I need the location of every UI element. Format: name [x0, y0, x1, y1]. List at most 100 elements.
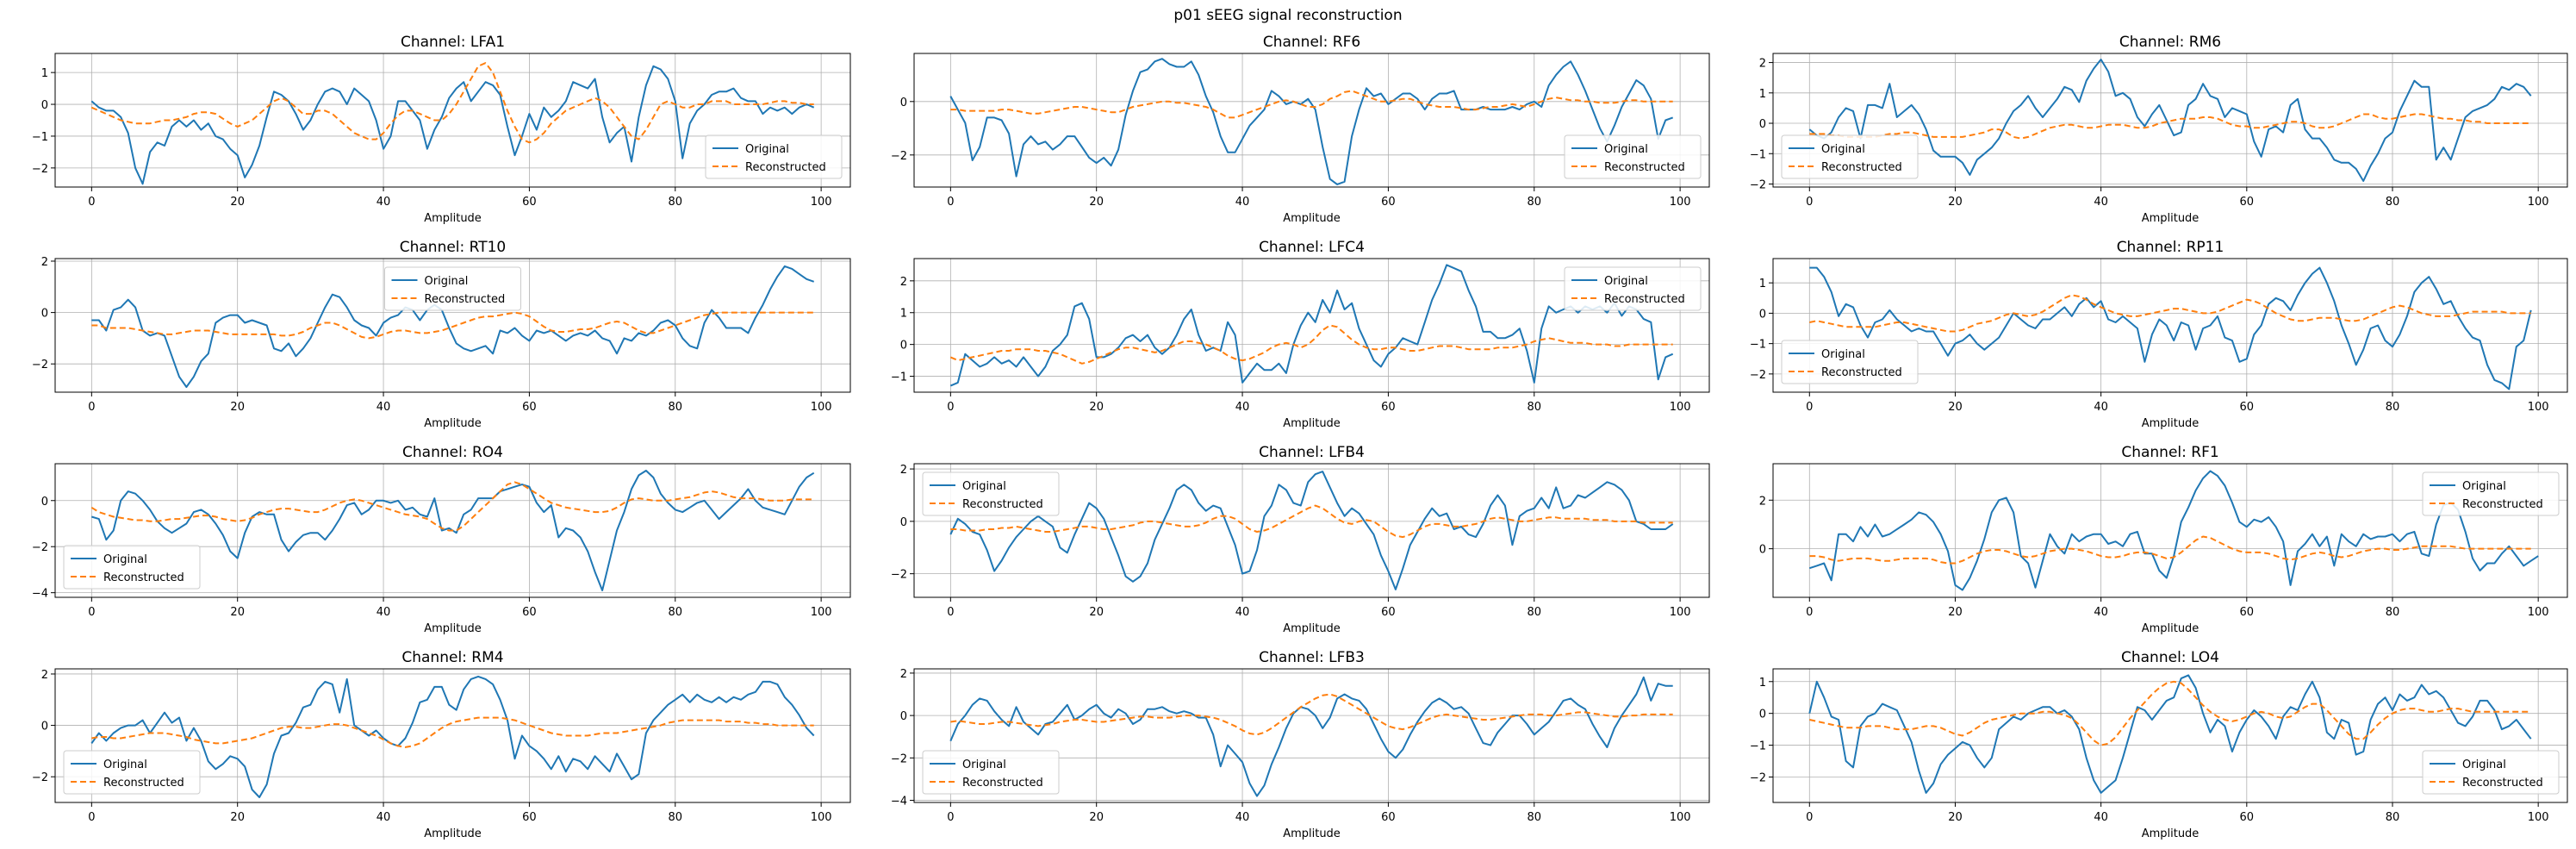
y-tick-label: 0 — [41, 99, 48, 112]
series-group — [90, 675, 815, 798]
x-tick-label: 40 — [376, 401, 391, 414]
reconstructed-series-line — [949, 324, 1673, 365]
x-tick-label: 40 — [2094, 196, 2108, 209]
x-tick-label: 0 — [1806, 196, 1813, 209]
plot-frame — [1772, 258, 2568, 393]
legend-box — [384, 266, 521, 311]
legend-label: Original — [745, 143, 789, 156]
original-series-line — [1809, 266, 2532, 390]
y-tick-label: 1 — [1759, 88, 1766, 101]
legend: Original Reconstructed — [63, 750, 201, 795]
x-tick-label: 40 — [1235, 606, 1250, 619]
x-tick-label: 20 — [1089, 401, 1104, 414]
x-tick-label: 100 — [2528, 196, 2549, 209]
legend-box — [63, 545, 201, 590]
subplot-5: Channel: RP11 0 20 40 60 80 100 −2 −1 0 1 Amplitude… — [1750, 239, 2568, 430]
subplot-11: Channel: LO4 0 20 40 60 80 100 −2 −1 0 1 Amplitude O… — [1750, 649, 2568, 840]
x-tick-label: 60 — [522, 196, 537, 209]
legend: Original Reconstructed — [1781, 340, 1919, 384]
y-tick-label: 2 — [41, 256, 48, 269]
y-tick-label: 0 — [900, 710, 907, 723]
y-tick-label: 0 — [1759, 308, 1766, 321]
y-tick-label: 0 — [1759, 544, 1766, 557]
x-tick-label: 20 — [1948, 401, 1963, 414]
subplot-title: Channel: RM6 — [2119, 34, 2221, 51]
x-tick-label: 0 — [88, 811, 95, 824]
original-series-line — [1808, 470, 2539, 591]
y-tick-label: −1 — [1750, 148, 1766, 161]
y-tick-label: −2 — [891, 569, 907, 582]
y-tick-label: 2 — [900, 276, 907, 289]
legend: Original Reconstructed — [2422, 750, 2560, 795]
plot-frame — [1772, 668, 2568, 803]
y-tick-label: −2 — [32, 771, 48, 784]
y-tick-label: −2 — [891, 150, 907, 163]
y-tick-label: 0 — [900, 516, 907, 529]
legend-label: Original — [103, 553, 147, 566]
series-group — [1808, 59, 2532, 182]
x-tick-label: 100 — [811, 606, 832, 619]
x-axis-label: Amplitude — [424, 212, 482, 225]
legend-label: Reconstructed — [2462, 498, 2543, 511]
x-axis-label: Amplitude — [1283, 622, 1341, 635]
subplot-title: Channel: RT10 — [400, 239, 507, 256]
subplot-4: Channel: LFC4 0 20 40 60 80 100 −1 0 1 2 Amplitude O… — [891, 239, 1710, 430]
x-tick-label: 40 — [376, 606, 391, 619]
x-tick-label: 40 — [2094, 811, 2108, 824]
x-tick-label: 0 — [1806, 401, 1813, 414]
x-tick-label: 20 — [230, 196, 245, 209]
x-axis-label: Amplitude — [424, 417, 482, 430]
legend: Original Reconstructed — [705, 134, 843, 179]
x-tick-label: 100 — [1670, 811, 1691, 824]
reconstructed-series-line — [1809, 113, 2531, 140]
subplot-title: Channel: RF1 — [2121, 444, 2218, 461]
x-axis-label: Amplitude — [2142, 212, 2200, 225]
plot-frame — [54, 258, 851, 393]
reconstructed-series-line — [90, 62, 814, 144]
plot-frame — [913, 258, 1710, 393]
x-tick-label: 20 — [230, 811, 245, 824]
x-tick-label: 60 — [1381, 811, 1396, 824]
subplot-2: Channel: RM6 0 20 40 60 80 100 −2 −1 0 1 2 Amplitude… — [1750, 34, 2568, 225]
subplot-7: Channel: LFB4 0 20 40 60 80 100 −2 0 2 Amplitude Or… — [891, 444, 1710, 635]
x-tick-label: 100 — [2528, 401, 2549, 414]
legend-label: Original — [962, 480, 1006, 493]
y-tick-label: −4 — [891, 796, 907, 808]
original-series-line — [949, 676, 1673, 797]
y-tick-label: −2 — [891, 752, 907, 765]
reconstructed-series-line — [1809, 294, 2531, 333]
plot-frame — [54, 53, 851, 188]
x-tick-label: 80 — [1527, 811, 1541, 824]
subplot-title: Channel: RP11 — [2117, 239, 2224, 256]
x-tick-label: 80 — [668, 606, 682, 619]
subplot-title: Channel: RO4 — [402, 444, 503, 461]
legend-label: Original — [2462, 480, 2506, 493]
x-tick-label: 20 — [1089, 196, 1104, 209]
legend-label: Original — [962, 758, 1006, 771]
x-tick-label: 0 — [1806, 606, 1813, 619]
x-axis-label: Amplitude — [424, 622, 482, 635]
legend-label: Original — [1821, 348, 1865, 361]
y-tick-label: −1 — [32, 131, 48, 144]
x-tick-label: 80 — [2386, 606, 2400, 619]
legend-box — [63, 750, 201, 795]
y-tick-label: 0 — [41, 496, 48, 509]
reconstructed-series-line — [950, 693, 1673, 736]
x-tick-label: 100 — [2528, 811, 2549, 824]
x-tick-label: 60 — [1381, 401, 1396, 414]
x-tick-label: 0 — [1806, 811, 1813, 824]
series-group — [1808, 470, 2539, 591]
x-tick-label: 80 — [1527, 196, 1541, 209]
x-tick-label: 40 — [2094, 401, 2108, 414]
subplot-10: Channel: LFB3 0 20 40 60 80 100 −4 −2 0 2 Amplitude… — [891, 649, 1710, 840]
y-tick-label: −1 — [891, 371, 907, 384]
subplot-6: Channel: RO4 0 20 40 60 80 100 −4 −2 0 Amplitude Or… — [32, 444, 851, 635]
x-tick-label: 20 — [1089, 811, 1104, 824]
x-tick-label: 40 — [2094, 606, 2108, 619]
legend-label: Reconstructed — [103, 777, 184, 790]
series-group — [90, 62, 815, 185]
y-tick-label: 0 — [1759, 118, 1766, 131]
original-series-line — [90, 65, 815, 185]
y-tick-label: −4 — [32, 588, 48, 601]
x-tick-label: 60 — [2240, 606, 2255, 619]
